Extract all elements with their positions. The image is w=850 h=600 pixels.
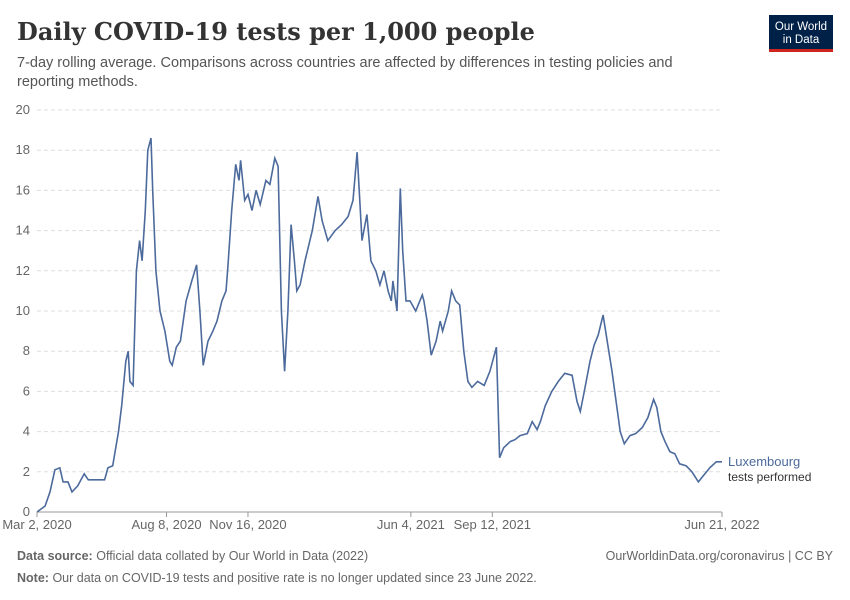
subtitle: 7-day rolling average. Comparisons acros… [17, 55, 673, 71]
x-tick-label: Sep 12, 2021 [454, 517, 531, 532]
x-tick-label: Mar 2, 2020 [2, 517, 71, 532]
logo-text: in Data [783, 34, 820, 46]
source-text: Official data collated by Our World in D… [96, 549, 368, 563]
logo-bar [769, 49, 833, 52]
credit[interactable]: OurWorldinData.org/coronavirus | CC BY [606, 549, 834, 563]
y-tick-label: 0 [23, 504, 30, 519]
legend-sublabel: tests performed [728, 470, 811, 484]
line [36, 137, 722, 513]
chart-title: Daily COVID-19 tests per 1,000 people [17, 17, 535, 46]
x-tick-label: Aug 8, 2020 [131, 517, 201, 532]
y-tick-label: 18 [16, 142, 30, 157]
x-tick-label: Nov 16, 2020 [209, 517, 286, 532]
y-tick-label: 12 [16, 263, 30, 278]
logo-box[interactable] [769, 15, 833, 51]
source-label: Data source: [17, 549, 93, 563]
source: Data source: Official data collated by O… [17, 549, 368, 563]
y-tick-label: 14 [16, 223, 30, 238]
legend-label: Luxembourg [728, 454, 800, 469]
x-tick-label: Jun 21, 2022 [684, 517, 759, 532]
subtitle: reporting methods. [17, 74, 138, 90]
x-tick-label: Jun 4, 2021 [377, 517, 445, 532]
y-tick-label: 8 [23, 343, 30, 358]
y-tick-label: 4 [23, 424, 30, 439]
y-tick-label: 2 [23, 464, 30, 479]
note-text: Our data on COVID-19 tests and positive … [52, 571, 536, 585]
y-tick-label: 10 [16, 303, 30, 318]
note: Note: Our data on COVID-19 tests and pos… [17, 571, 537, 585]
note-label: Note: [17, 571, 49, 585]
y-tick-label: 16 [16, 182, 30, 197]
y-tick-label: 20 [16, 102, 30, 117]
y-tick-label: 6 [23, 383, 30, 398]
logo-text: Our World [775, 21, 827, 33]
